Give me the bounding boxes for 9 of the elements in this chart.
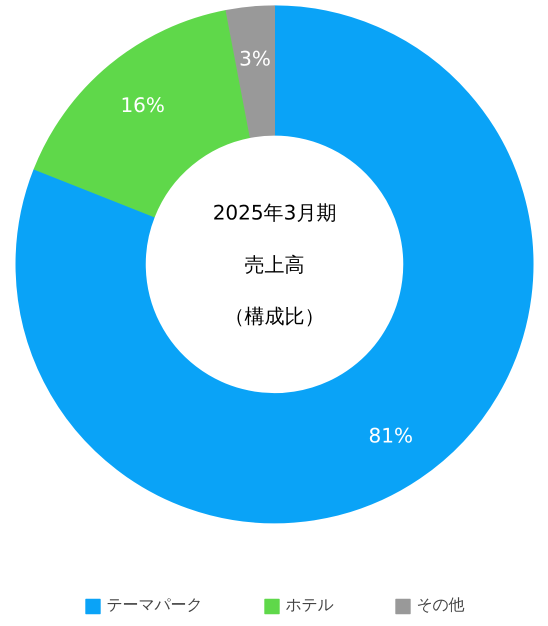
data-label: 16% (120, 92, 165, 117)
data-label: 3% (239, 46, 271, 70)
text: 2025年3月期 (212, 200, 336, 225)
text: （構成比） (224, 304, 324, 328)
legend-label: テーマパーク (106, 595, 202, 616)
text: 売上高 (244, 252, 304, 276)
legend-label: その他 (416, 595, 464, 616)
legend-label: ホテル (286, 595, 334, 616)
data-label: 81% (368, 424, 413, 448)
